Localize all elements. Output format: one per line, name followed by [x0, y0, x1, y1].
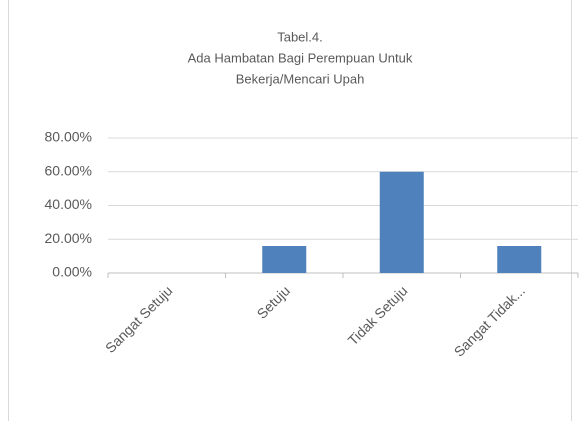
y-tick-label: 40.00% [45, 196, 92, 212]
y-tick-label: 60.00% [45, 162, 92, 178]
chart-title: Tabel.4. [277, 29, 323, 44]
chart-title: Ada Hambatan Bagi Perempuan Untuk [188, 50, 413, 65]
y-tick-label: 80.00% [45, 129, 92, 145]
chart-title: Bekerja/Mencari Upah [236, 71, 365, 86]
y-tick-label: 0.00% [52, 264, 92, 280]
y-tick-label: 20.00% [45, 230, 92, 246]
chart-frame [8, 0, 572, 421]
bar [262, 246, 307, 273]
bar [379, 171, 424, 273]
bar [497, 246, 542, 273]
